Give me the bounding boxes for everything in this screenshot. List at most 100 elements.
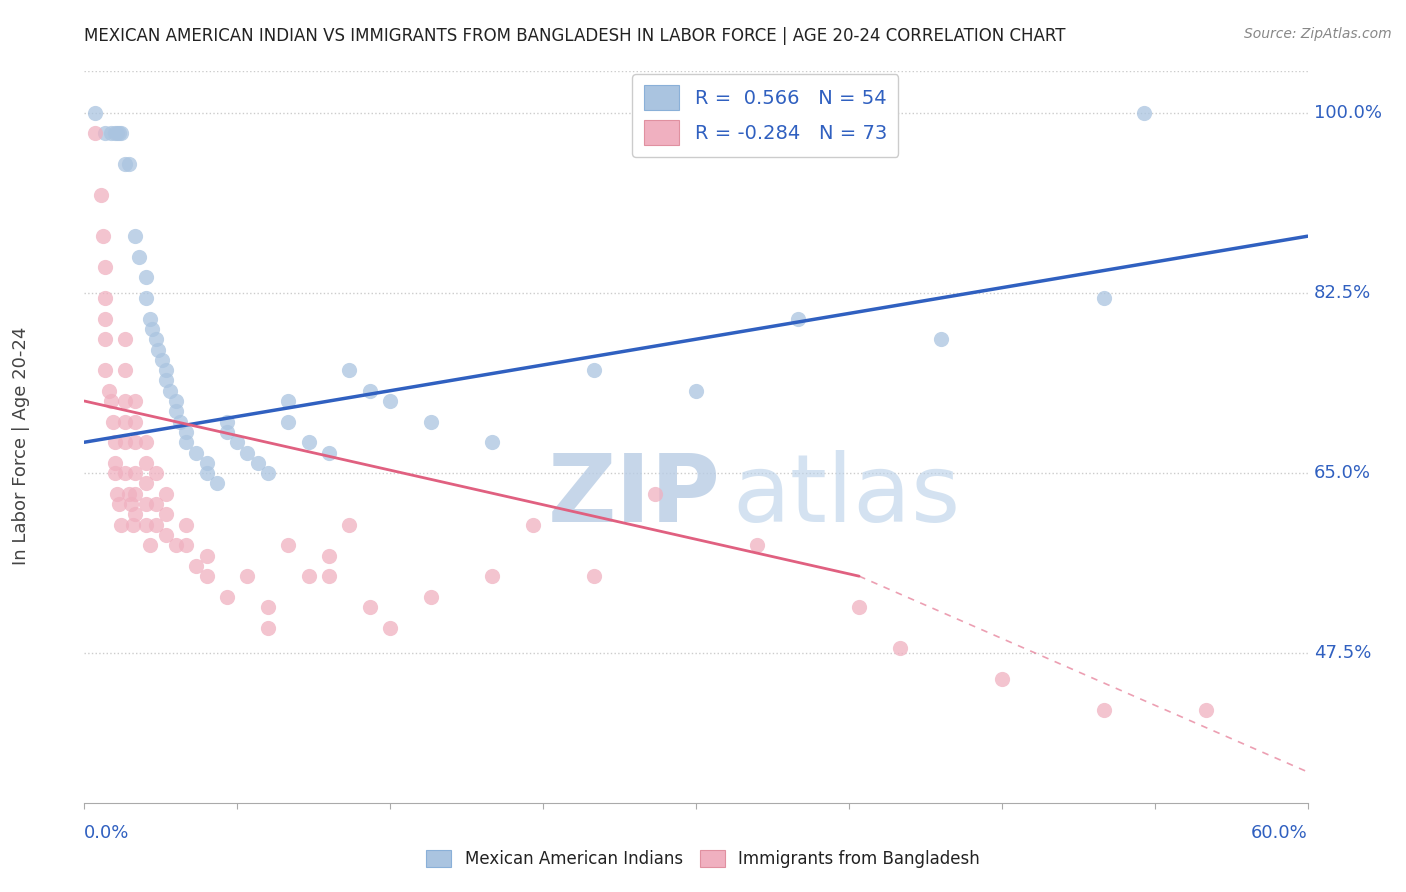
Point [277, 538, 299, 552]
Point [114, 394, 136, 409]
Point [93, 332, 115, 346]
Point [236, 445, 259, 459]
Point [138, 538, 160, 552]
Point [1092, 291, 1115, 305]
Point [174, 517, 197, 532]
Point [110, 517, 132, 532]
Point [104, 126, 127, 140]
Point [93, 260, 115, 274]
Point [146, 343, 169, 357]
Point [141, 322, 163, 336]
Point [138, 311, 160, 326]
Point [298, 569, 321, 583]
Point [97, 384, 120, 398]
Point [226, 435, 249, 450]
Point [174, 425, 197, 439]
Point [165, 394, 187, 409]
Point [105, 126, 128, 140]
Point [246, 456, 269, 470]
Point [174, 435, 197, 450]
Point [135, 291, 157, 305]
Point [155, 508, 177, 522]
Point [359, 384, 381, 398]
Text: MEXICAN AMERICAN INDIAN VS IMMIGRANTS FROM BANGLADESH IN LABOR FORCE | AGE 20-24: MEXICAN AMERICAN INDIAN VS IMMIGRANTS FR… [84, 27, 1066, 45]
Point [205, 476, 228, 491]
Point [929, 332, 952, 346]
Point [889, 641, 911, 656]
Point [114, 332, 136, 346]
Point [108, 497, 131, 511]
Point [104, 435, 127, 450]
Point [114, 157, 136, 171]
Point [1195, 703, 1218, 717]
Point [108, 126, 131, 140]
Point [124, 508, 146, 522]
Point [135, 517, 157, 532]
Point [135, 497, 157, 511]
Point [186, 445, 208, 459]
Text: 82.5%: 82.5% [1313, 284, 1371, 301]
Point [114, 415, 136, 429]
Point [217, 425, 239, 439]
Point [298, 435, 321, 450]
Point [83, 105, 105, 120]
Point [318, 445, 340, 459]
Point [380, 394, 402, 409]
Text: 0.0%: 0.0% [84, 824, 129, 842]
Point [100, 126, 122, 140]
Point [135, 476, 157, 491]
Point [420, 415, 443, 429]
Point [787, 311, 810, 326]
Point [747, 538, 769, 552]
Text: 47.5%: 47.5% [1313, 644, 1371, 663]
Point [169, 415, 191, 429]
Point [159, 384, 181, 398]
Point [277, 415, 299, 429]
Point [155, 487, 177, 501]
Point [644, 487, 666, 501]
Point [145, 466, 167, 480]
Point [318, 549, 340, 563]
Point [118, 157, 141, 171]
Point [522, 517, 544, 532]
Point [128, 250, 150, 264]
Legend: Mexican American Indians, Immigrants from Bangladesh: Mexican American Indians, Immigrants fro… [420, 843, 986, 875]
Point [124, 487, 146, 501]
Point [277, 394, 299, 409]
Point [195, 549, 218, 563]
Point [318, 569, 340, 583]
Point [124, 466, 146, 480]
Point [195, 456, 218, 470]
Point [186, 558, 208, 573]
Text: In Labor Force | Age 20-24: In Labor Force | Age 20-24 [13, 326, 30, 566]
Legend: R =  0.566   N = 54, R = -0.284   N = 73: R = 0.566 N = 54, R = -0.284 N = 73 [633, 74, 898, 157]
Point [122, 517, 145, 532]
Point [114, 466, 136, 480]
Point [135, 456, 157, 470]
Point [145, 332, 167, 346]
Point [83, 126, 105, 140]
Point [118, 487, 141, 501]
Point [165, 538, 187, 552]
Point [481, 435, 503, 450]
Point [104, 456, 127, 470]
Point [236, 569, 259, 583]
Point [257, 621, 280, 635]
Point [124, 229, 146, 244]
Point [848, 600, 870, 615]
Point [93, 363, 115, 377]
Point [120, 497, 142, 511]
Point [420, 590, 443, 604]
Text: 100.0%: 100.0% [1313, 103, 1382, 121]
Point [155, 373, 177, 387]
Point [195, 569, 218, 583]
Point [1133, 105, 1156, 120]
Point [114, 435, 136, 450]
Point [217, 590, 239, 604]
Text: 60.0%: 60.0% [1251, 824, 1308, 842]
Point [165, 404, 187, 418]
Point [582, 569, 605, 583]
Point [100, 394, 122, 409]
Point [124, 435, 146, 450]
Point [359, 600, 381, 615]
